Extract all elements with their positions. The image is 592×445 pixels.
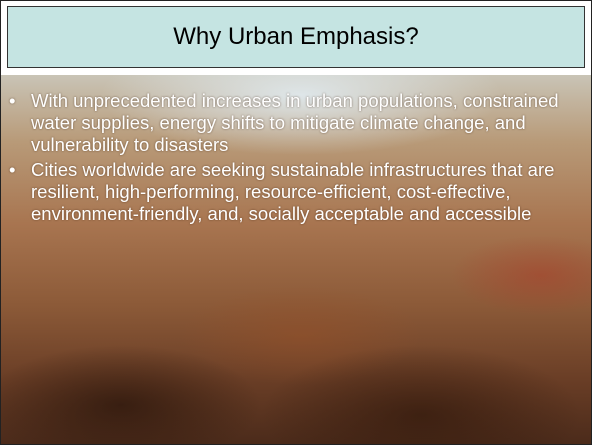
slide: Why Urban Emphasis? With unprecedented i… [0, 0, 592, 445]
bullet-list: With unprecedented increases in urban po… [9, 90, 569, 228]
bullet: With unprecedented increases in urban po… [9, 90, 569, 156]
bullet: Cities worldwide are seeking sustainable… [9, 159, 569, 225]
slide-title: Why Urban Emphasis? [7, 6, 585, 68]
